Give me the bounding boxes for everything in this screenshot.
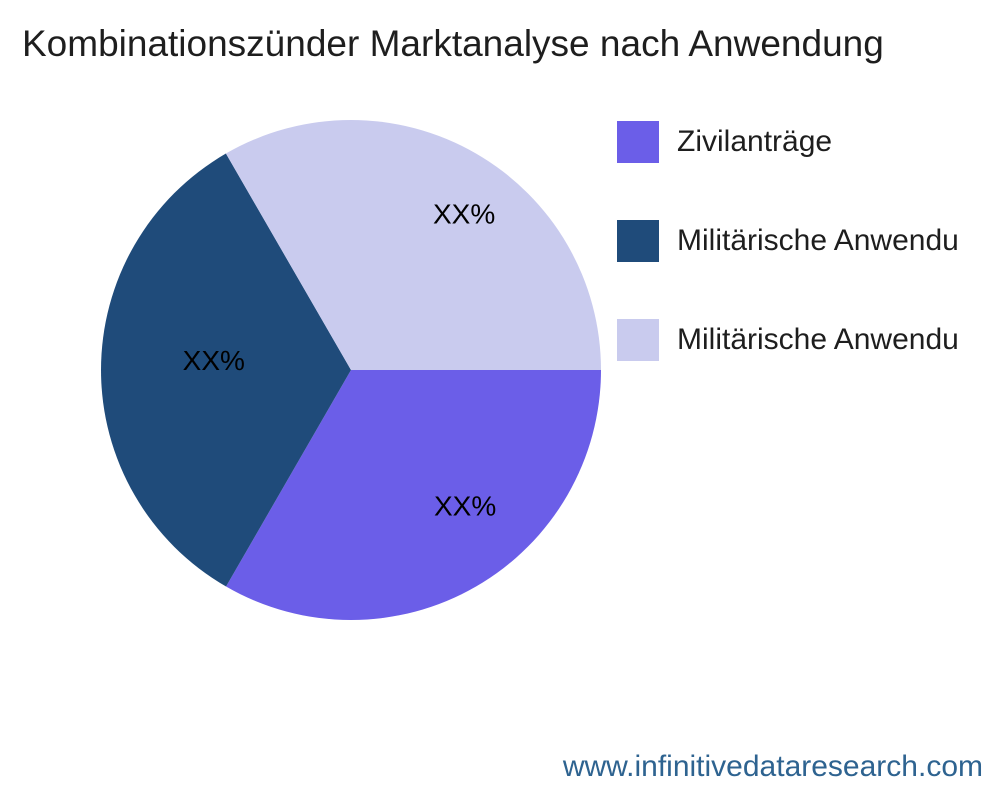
- legend-swatch-2: [617, 319, 659, 361]
- legend-item-2: Militärische Anwendu: [617, 319, 959, 361]
- pie-slice-label-2: XX%: [433, 199, 495, 230]
- legend: Zivilanträge Militärische Anwendu Militäri…: [617, 121, 959, 361]
- pie-slice-label-1: XX%: [183, 345, 245, 376]
- pie-slice-label-0: XX%: [434, 491, 496, 522]
- watermark-url: www.infinitivedataresearch.com: [562, 750, 983, 783]
- legend-item-1: Militärische Anwendu: [617, 220, 959, 262]
- legend-item-0: Zivilanträge: [617, 121, 959, 163]
- legend-label-0: Zivilanträge: [677, 125, 833, 158]
- pie-slice-1: [101, 153, 351, 587]
- pie-slice-0: [226, 370, 602, 620]
- legend-swatch-0: [617, 121, 659, 163]
- legend-label-1: Militärische Anwendu: [677, 224, 959, 257]
- legend-label-2: Militärische Anwendu: [677, 323, 959, 356]
- pie-chart: XX% XX% XX%: [101, 120, 602, 620]
- pie-slice-2: [225, 120, 601, 371]
- legend-swatch-1: [617, 220, 659, 262]
- chart-title: Kombinationszünder Marktanalyse nach Anw…: [22, 23, 884, 64]
